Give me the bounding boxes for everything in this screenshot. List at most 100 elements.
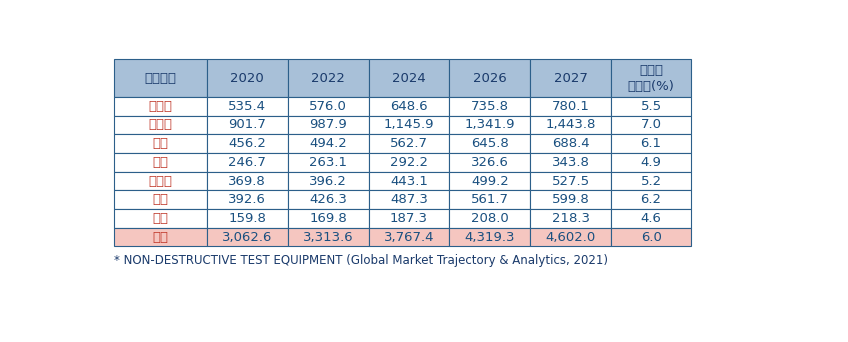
Text: 2026: 2026 (473, 72, 506, 85)
Text: 육안: 육안 (153, 193, 169, 206)
Text: 2027: 2027 (554, 72, 588, 85)
Text: 535.4: 535.4 (228, 100, 266, 113)
Text: 와전류: 와전류 (148, 174, 172, 187)
Bar (369, 153, 449, 172)
Text: 326.6: 326.6 (471, 156, 509, 169)
Bar (287, 153, 369, 172)
Bar (114, 209, 207, 228)
Bar (611, 134, 691, 153)
Text: 1,145.9: 1,145.9 (383, 118, 434, 131)
Bar (369, 190, 449, 209)
Bar (530, 116, 611, 134)
Text: 4,602.0: 4,602.0 (545, 231, 595, 244)
Text: 576.0: 576.0 (310, 100, 347, 113)
Bar (287, 228, 369, 247)
Text: 562.7: 562.7 (390, 137, 428, 150)
Bar (207, 97, 287, 116)
Text: 기타: 기타 (153, 212, 169, 225)
Bar (449, 228, 530, 247)
Text: 292.2: 292.2 (390, 156, 428, 169)
Bar (611, 190, 691, 209)
Text: 169.8: 169.8 (310, 212, 347, 225)
Text: 4.9: 4.9 (640, 156, 661, 169)
Text: 780.1: 780.1 (552, 100, 589, 113)
Text: 735.8: 735.8 (471, 100, 509, 113)
Bar (449, 209, 530, 228)
Text: 검사기술: 검사기술 (144, 72, 176, 85)
Text: 263.1: 263.1 (310, 156, 347, 169)
Bar (369, 97, 449, 116)
Text: 426.3: 426.3 (310, 193, 347, 206)
Text: 1,443.8: 1,443.8 (545, 118, 596, 131)
Bar (530, 228, 611, 247)
Text: 499.2: 499.2 (471, 174, 509, 187)
Text: 218.3: 218.3 (551, 212, 589, 225)
Bar (369, 60, 449, 97)
Bar (449, 153, 530, 172)
Bar (114, 172, 207, 190)
Text: 561.7: 561.7 (471, 193, 509, 206)
Text: 2024: 2024 (392, 72, 426, 85)
Text: 645.8: 645.8 (471, 137, 509, 150)
Text: 5.2: 5.2 (640, 174, 661, 187)
Text: 901.7: 901.7 (228, 118, 266, 131)
Bar (207, 228, 287, 247)
Bar (207, 116, 287, 134)
Bar (611, 153, 691, 172)
Bar (611, 172, 691, 190)
Text: 6.0: 6.0 (640, 231, 661, 244)
Bar (287, 190, 369, 209)
Text: 방사선: 방사선 (148, 100, 172, 113)
Text: 6.2: 6.2 (640, 193, 661, 206)
Text: 456.2: 456.2 (228, 137, 266, 150)
Text: 599.8: 599.8 (552, 193, 589, 206)
Bar (207, 190, 287, 209)
Text: 4,319.3: 4,319.3 (465, 231, 515, 244)
Text: 1,341.9: 1,341.9 (465, 118, 515, 131)
Text: 159.8: 159.8 (228, 212, 266, 225)
Bar (287, 97, 369, 116)
Bar (114, 190, 207, 209)
Text: 초음파: 초음파 (148, 118, 172, 131)
Text: 7.0: 7.0 (640, 118, 661, 131)
Bar (114, 97, 207, 116)
Bar (449, 172, 530, 190)
Bar (611, 209, 691, 228)
Text: 합계: 합계 (153, 231, 169, 244)
Text: 392.6: 392.6 (228, 193, 266, 206)
Text: 443.1: 443.1 (390, 174, 428, 187)
Text: 246.7: 246.7 (228, 156, 266, 169)
Text: 3,313.6: 3,313.6 (303, 231, 354, 244)
Bar (114, 228, 207, 247)
Text: 침투: 침투 (153, 156, 169, 169)
Bar (530, 134, 611, 153)
Bar (530, 153, 611, 172)
Bar (369, 134, 449, 153)
Bar (369, 172, 449, 190)
Bar (287, 134, 369, 153)
Text: 369.8: 369.8 (228, 174, 266, 187)
Bar (611, 116, 691, 134)
Bar (114, 116, 207, 134)
Text: 527.5: 527.5 (551, 174, 589, 187)
Bar (530, 209, 611, 228)
Bar (369, 209, 449, 228)
Text: 688.4: 688.4 (552, 137, 589, 150)
Bar (287, 60, 369, 97)
Text: 자기: 자기 (153, 137, 169, 150)
Text: 648.6: 648.6 (390, 100, 427, 113)
Text: 3,062.6: 3,062.6 (222, 231, 272, 244)
Bar (207, 60, 287, 97)
Bar (449, 60, 530, 97)
Bar (611, 97, 691, 116)
Bar (369, 228, 449, 247)
Text: 4.6: 4.6 (640, 212, 661, 225)
Bar (530, 97, 611, 116)
Bar (207, 153, 287, 172)
Text: 494.2: 494.2 (310, 137, 347, 150)
Bar (449, 134, 530, 153)
Bar (449, 116, 530, 134)
Text: 연평균
성장률(%): 연평균 성장률(%) (628, 64, 674, 93)
Bar (449, 190, 530, 209)
Bar (207, 134, 287, 153)
